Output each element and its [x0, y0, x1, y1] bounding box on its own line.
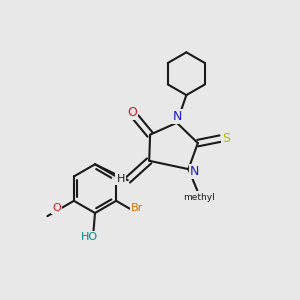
Text: N: N	[173, 110, 182, 123]
Text: HO: HO	[81, 232, 98, 242]
Text: S: S	[222, 131, 230, 145]
Text: methyl: methyl	[183, 193, 215, 202]
Text: O: O	[127, 106, 137, 118]
Text: O: O	[52, 203, 61, 213]
Text: N: N	[190, 165, 200, 178]
Text: Br: Br	[131, 203, 143, 213]
Text: H: H	[116, 174, 125, 184]
